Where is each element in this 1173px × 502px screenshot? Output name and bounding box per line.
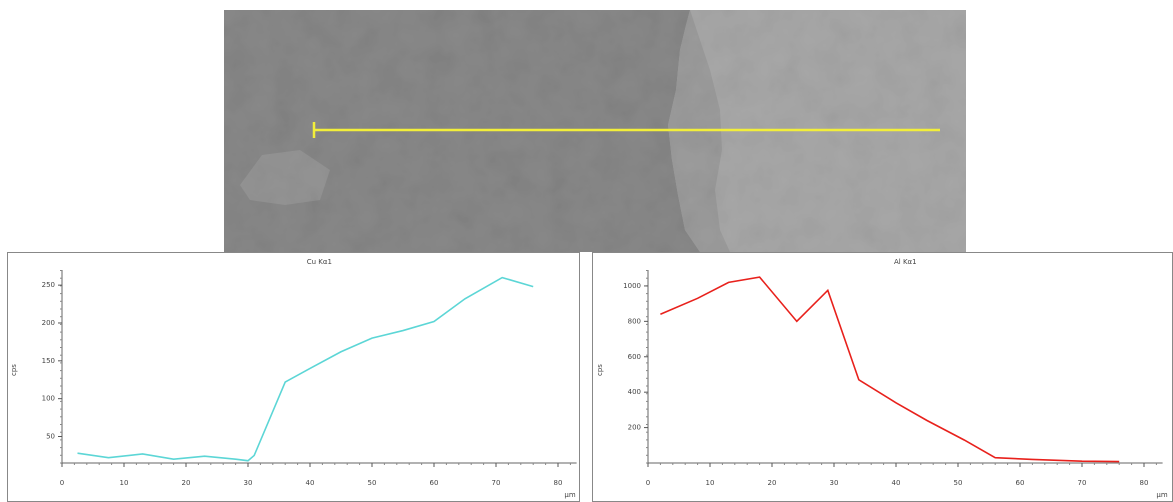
x-tick-label: 0 xyxy=(646,479,650,487)
x-tick-label: 30 xyxy=(244,479,253,487)
x-tick-label: 40 xyxy=(306,479,315,487)
x-tick-label: 60 xyxy=(430,479,439,487)
x-tick-label: 70 xyxy=(1078,479,1087,487)
y-tick-label: 200 xyxy=(42,319,55,327)
data-line xyxy=(77,276,534,462)
y-tick-label: 100 xyxy=(42,395,55,403)
x-tick-label: 20 xyxy=(182,479,191,487)
y-axis-label: cps xyxy=(10,364,18,376)
y-tick-label: 50 xyxy=(46,433,55,441)
sem-image xyxy=(224,10,966,252)
x-tick-label: 50 xyxy=(954,479,963,487)
x-axis-label: µm xyxy=(1156,491,1167,499)
panel xyxy=(592,252,1173,502)
y-tick-label: 400 xyxy=(628,388,641,396)
x-tick-label: 30 xyxy=(830,479,839,487)
x-tick-label: 40 xyxy=(892,479,901,487)
chart-title: Cu Kα1 xyxy=(307,258,332,266)
x-tick-label: 0 xyxy=(60,479,64,487)
x-tick-label: 70 xyxy=(492,479,501,487)
y-tick-label: 250 xyxy=(42,281,55,289)
y-tick-label: 800 xyxy=(628,317,641,325)
x-tick-label: 50 xyxy=(368,479,377,487)
x-axis-label: µm xyxy=(564,491,575,499)
data-line xyxy=(660,276,1120,463)
y-axis-label: cps xyxy=(596,364,604,376)
x-tick-label: 80 xyxy=(554,479,563,487)
x-tick-label: 20 xyxy=(768,479,777,487)
y-tick-label: 150 xyxy=(42,357,55,365)
y-tick-label: 600 xyxy=(628,353,641,361)
x-tick-label: 80 xyxy=(1140,479,1149,487)
x-tick-label: 60 xyxy=(1016,479,1025,487)
y-tick-label: 200 xyxy=(628,424,641,432)
x-tick-label: 10 xyxy=(706,479,715,487)
y-tick-label: 1000 xyxy=(623,282,641,290)
chart-title: Al Kα1 xyxy=(894,258,917,266)
x-tick-label: 10 xyxy=(120,479,129,487)
